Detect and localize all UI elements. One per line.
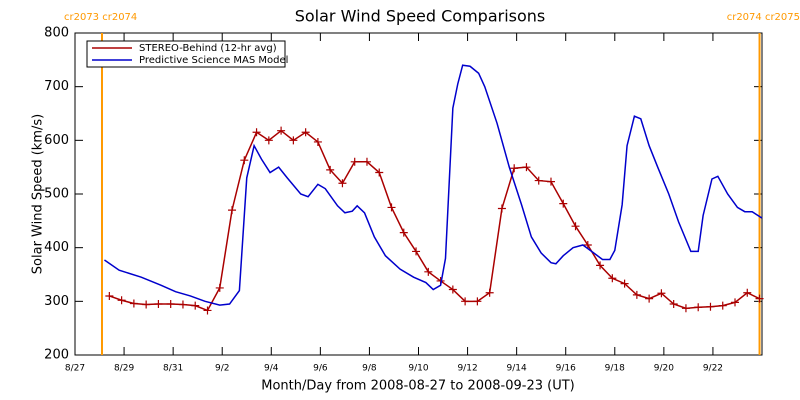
x-tick-label: 9/6	[313, 364, 328, 374]
point-marker	[596, 261, 605, 270]
point-marker	[117, 296, 126, 305]
point-marker	[412, 247, 421, 256]
point-marker	[313, 137, 322, 146]
point-marker	[571, 222, 580, 231]
point-marker	[301, 128, 310, 137]
x-tick-label: 9/16	[556, 364, 576, 374]
plot-frame	[74, 32, 763, 356]
point-marker	[706, 302, 715, 311]
boundary-label: cr2073 cr2074	[64, 12, 137, 23]
y-axis-label: Solar Wind Speed (km/s)	[31, 114, 46, 274]
point-marker	[632, 290, 641, 299]
y-tick-label: 700	[44, 79, 69, 94]
point-marker	[657, 289, 666, 298]
point-marker	[203, 306, 212, 315]
x-tick-label: 9/14	[507, 364, 527, 374]
x-tick-label: 8/31	[163, 364, 183, 374]
x-tick-label: 8/27	[65, 364, 85, 374]
point-marker	[473, 297, 482, 306]
point-marker	[559, 199, 568, 208]
point-marker	[608, 274, 617, 283]
x-tick-label: 9/20	[654, 364, 674, 374]
point-marker	[743, 288, 752, 297]
point-marker	[264, 136, 273, 145]
legend-label: Predictive Science MAS Model	[139, 55, 288, 66]
point-marker	[240, 156, 249, 165]
point-marker	[718, 301, 727, 310]
y-tick-label: 400	[44, 240, 69, 255]
point-marker	[166, 300, 175, 309]
point-marker	[731, 298, 740, 307]
x-tick-label: 9/8	[362, 364, 377, 374]
point-marker	[142, 300, 151, 309]
x-tick-label: 8/29	[114, 364, 134, 374]
point-marker	[510, 164, 519, 173]
point-marker	[497, 204, 506, 213]
point-marker	[277, 126, 286, 135]
x-tick-label: 9/12	[457, 364, 477, 374]
point-marker	[681, 304, 690, 313]
point-marker	[694, 303, 703, 312]
point-marker	[362, 157, 371, 166]
y-tick-label: 800	[44, 26, 69, 41]
point-marker	[252, 128, 261, 137]
point-marker	[669, 300, 678, 309]
point-marker	[522, 163, 531, 172]
point-marker	[485, 288, 494, 297]
point-marker	[620, 279, 629, 288]
legend-box	[86, 40, 286, 68]
y-tick-label: 500	[44, 187, 69, 202]
point-marker	[326, 165, 335, 174]
point-marker	[350, 157, 359, 166]
y-tick-label: 600	[44, 133, 69, 148]
point-marker	[178, 300, 187, 309]
legend-label: STEREO-Behind (12-hr avg)	[139, 43, 277, 54]
series-line	[104, 64, 763, 306]
point-marker	[399, 228, 408, 237]
point-marker	[289, 136, 298, 145]
point-marker	[129, 299, 138, 308]
point-marker	[461, 297, 470, 306]
point-marker	[424, 267, 433, 276]
x-tick-label: 9/4	[264, 364, 279, 374]
boundary-label: cr2074 cr2075	[727, 12, 800, 23]
point-marker	[154, 300, 163, 309]
point-marker	[387, 203, 396, 212]
point-marker	[645, 294, 654, 303]
point-marker	[228, 206, 237, 215]
y-tick-label: 300	[44, 294, 69, 309]
point-marker	[191, 301, 200, 310]
series-line	[109, 129, 760, 312]
point-marker	[338, 179, 347, 188]
point-marker	[215, 283, 224, 292]
x-axis-label: Month/Day from 2008-08-27 to 2008-09-23 …	[261, 379, 574, 394]
point-marker	[105, 291, 114, 300]
point-marker	[375, 168, 384, 177]
x-tick-label: 9/18	[605, 364, 625, 374]
point-marker	[755, 294, 764, 303]
point-marker	[448, 285, 457, 294]
y-tick-label: 200	[44, 348, 69, 363]
point-marker	[546, 177, 555, 186]
chart-title: Solar Wind Speed Comparisons	[295, 7, 546, 26]
x-tick-label: 9/10	[408, 364, 428, 374]
point-marker	[534, 176, 543, 185]
x-tick-label: 9/2	[215, 364, 229, 374]
x-tick-label: 9/22	[703, 364, 723, 374]
